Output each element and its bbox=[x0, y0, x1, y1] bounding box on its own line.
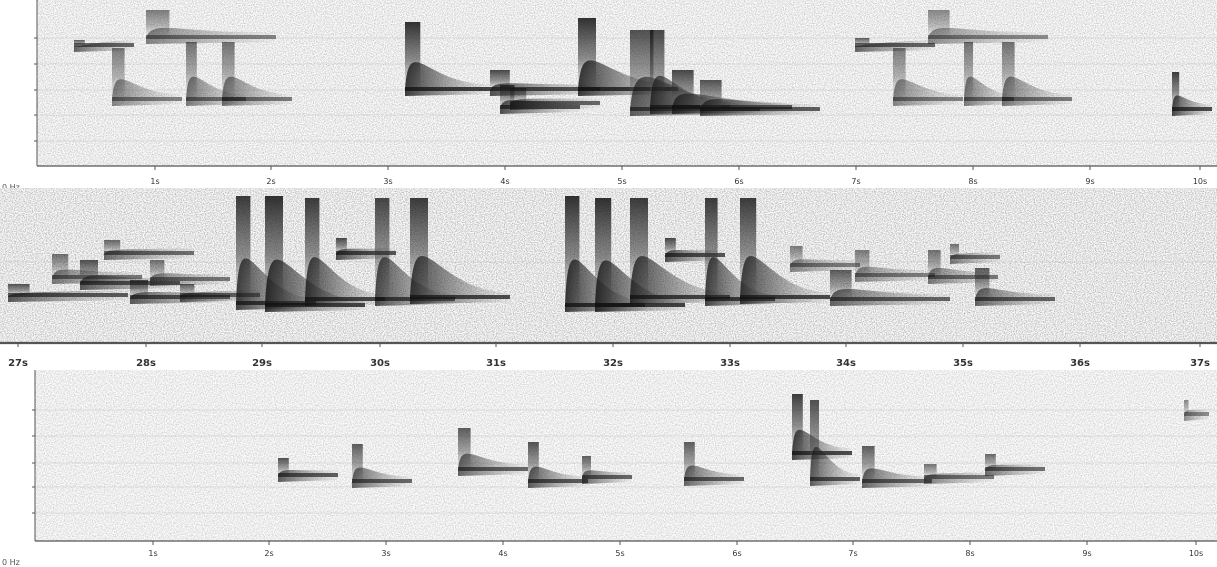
spectrogram-syllable bbox=[1184, 400, 1209, 421]
spectrogram-syllable bbox=[740, 198, 830, 304]
time-tick-label: 37s bbox=[1190, 358, 1210, 369]
spectrogram-syllable bbox=[222, 42, 292, 106]
time-tick-label: 2s bbox=[266, 177, 276, 186]
spectrogram-syllable bbox=[150, 260, 230, 286]
spectrogram-image-bottom[interactable] bbox=[0, 370, 1217, 564]
time-tick-label: 36s bbox=[1070, 358, 1090, 369]
spectrogram-syllable bbox=[810, 400, 860, 486]
spectrogram-syllable bbox=[104, 240, 194, 260]
time-tick-label: 6s bbox=[734, 177, 744, 186]
spectrogram-syllable bbox=[410, 198, 510, 304]
spectrogram-syllable bbox=[405, 22, 490, 96]
spectrogram-syllable bbox=[305, 198, 385, 306]
time-tick-label: 34s bbox=[836, 358, 856, 369]
axis-fragment-label: 0 Hz bbox=[2, 558, 20, 567]
spectrogram-syllable bbox=[893, 48, 963, 106]
time-tick-label: 2s bbox=[264, 549, 274, 558]
spectrogram-syllable bbox=[8, 284, 128, 302]
spectrogram-syllable bbox=[975, 268, 1055, 306]
time-tick-label: 5s bbox=[615, 549, 625, 558]
spectrogram-syllable bbox=[146, 10, 276, 44]
time-tick-label: 29s bbox=[252, 358, 272, 369]
time-tick-label: 4s bbox=[498, 549, 508, 558]
spectrogram-syllable bbox=[790, 246, 860, 272]
time-tick-label: 35s bbox=[953, 358, 973, 369]
time-tick-label: 1s bbox=[150, 177, 160, 186]
time-tick-label: 27s bbox=[8, 358, 28, 369]
spectrogram-image-middle[interactable] bbox=[0, 188, 1217, 370]
spectrogram-syllable bbox=[700, 80, 820, 116]
spectrogram-syllable bbox=[1002, 42, 1072, 106]
time-tick-label: 1s bbox=[148, 549, 158, 558]
spectrogram-syllable bbox=[855, 250, 935, 282]
time-tick-label: 4s bbox=[500, 177, 510, 186]
time-tick-label: 32s bbox=[603, 358, 623, 369]
time-tick-label: 8s bbox=[968, 177, 978, 186]
spectrogram-syllable bbox=[855, 38, 935, 52]
time-tick-label: 6s bbox=[732, 549, 742, 558]
spectrogram-syllable bbox=[528, 442, 588, 488]
spectrogram-syllable bbox=[928, 10, 1048, 44]
time-tick-label: 31s bbox=[486, 358, 506, 369]
time-tick-label: 10s bbox=[1192, 177, 1208, 186]
time-tick-label: 3s bbox=[381, 549, 391, 558]
spectrogram-syllable bbox=[862, 446, 932, 488]
spectrogram-syllable bbox=[278, 458, 338, 482]
time-tick-label: 30s bbox=[370, 358, 390, 369]
time-tick-label: 8s bbox=[965, 549, 975, 558]
spectrogram-syllable bbox=[684, 442, 744, 486]
spectrogram-syllable bbox=[352, 444, 412, 488]
spectrogram-syllable bbox=[112, 48, 182, 106]
spectrogram-noise bbox=[35, 370, 1217, 541]
spectrogram-syllable bbox=[458, 428, 528, 476]
time-tick-label: 28s bbox=[136, 358, 156, 369]
spectrogram-syllable bbox=[964, 42, 1014, 106]
spectrogram-panel-middle: 27s 28s 29s 30s 31s 32s 33s 34s 35s 36s 37s bbox=[0, 188, 1217, 370]
time-tick-label: 5s bbox=[617, 177, 627, 186]
spectrogram-syllable bbox=[830, 270, 950, 306]
time-tick-label: 3s bbox=[383, 177, 393, 186]
spectrogram-syllable bbox=[950, 244, 1000, 264]
axis-fragment-label: 0 Hz bbox=[2, 183, 20, 192]
time-tick-label: 7s bbox=[848, 549, 858, 558]
time-tick-label: 7s bbox=[851, 177, 861, 186]
spectrogram-syllable bbox=[582, 456, 632, 484]
time-tick-label: 9s bbox=[1082, 549, 1092, 558]
spectrogram-syllable bbox=[924, 464, 994, 484]
time-tick-label: 10s bbox=[1188, 549, 1204, 558]
spectrogram-syllable bbox=[985, 454, 1045, 476]
spectrogram-syllable bbox=[510, 88, 600, 110]
spectrogram-syllable bbox=[1172, 72, 1212, 116]
spectrogram-image-top[interactable] bbox=[0, 0, 1217, 188]
time-tick-label: 33s bbox=[720, 358, 740, 369]
time-tick-label: 9s bbox=[1085, 177, 1095, 186]
